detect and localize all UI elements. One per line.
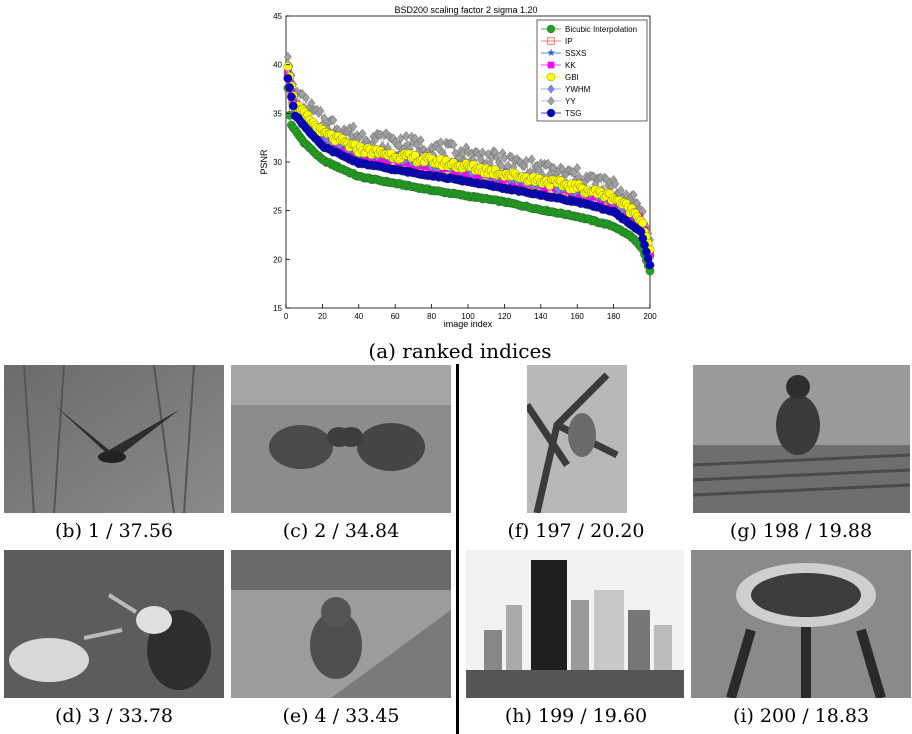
x-tick-label: 200 (643, 312, 657, 321)
x-tick-label: 40 (354, 312, 363, 321)
y-axis-label: PSNR (259, 149, 269, 175)
data-point (283, 73, 293, 83)
data-point (527, 154, 536, 165)
data-point (638, 218, 648, 228)
photo-i-mask (691, 550, 911, 698)
legend-marker (546, 24, 556, 34)
data-point (544, 158, 552, 169)
legend-marker: ★ (547, 48, 556, 59)
caption-h: (h) 199 / 19.60 (504, 705, 648, 727)
chart-legend: Bicubic Interpolation IP ★ SSXS KK GBI YWHM YY T… (536, 19, 648, 122)
data-point (478, 147, 487, 158)
data-point (507, 152, 516, 163)
caption-g: (g) 198 / 19.88 (729, 520, 873, 542)
data-point (645, 260, 655, 270)
chart-title: BSD200 scaling factor 2 sigma 1.20 (394, 5, 537, 15)
data-point (629, 189, 638, 200)
legend-label: GBI (565, 73, 579, 82)
x-tick-label: 180 (607, 312, 621, 321)
data-point (436, 137, 445, 148)
x-tick-label: 60 (391, 312, 400, 321)
x-tick-label: 100 (461, 312, 475, 321)
y-tick-label: 15 (273, 304, 282, 313)
data-point (287, 92, 296, 102)
y-tick-label: 35 (273, 109, 282, 118)
legend-marker (547, 96, 555, 106)
caption-d: (d) 3 / 33.78 (55, 705, 173, 727)
data-point (283, 51, 292, 62)
data-point (349, 121, 358, 132)
legend-label: YWHM (565, 85, 591, 94)
data-point (288, 101, 298, 111)
caption-b: (b) 1 / 37.56 (55, 520, 173, 542)
data-point (384, 158, 392, 166)
data-point (329, 115, 338, 126)
legend-marker (547, 37, 555, 45)
data-point (628, 214, 636, 222)
data-point (358, 128, 367, 139)
photo-e-bear (231, 550, 451, 698)
caption-e: (e) 4 / 33.45 (282, 705, 400, 727)
y-tick-label: 40 (273, 61, 282, 70)
x-tick-label: 80 (427, 312, 436, 321)
data-point (573, 163, 582, 174)
data-point (416, 135, 425, 146)
legend-marker (547, 61, 555, 69)
y-tick-label: 30 (273, 158, 282, 167)
data-point (283, 62, 293, 71)
legend-label: SSXS (565, 49, 586, 58)
legend-box (536, 19, 648, 122)
data-point (382, 128, 390, 139)
x-tick-label: 0 (284, 312, 289, 321)
series-tsg (283, 73, 655, 270)
data-point (285, 83, 294, 92)
data-point (302, 92, 310, 103)
y-tick-label: 45 (273, 12, 282, 21)
legend-marker (546, 72, 556, 82)
legend-label: Bicubic Interpolation (565, 25, 637, 34)
photo-h-skyline (466, 550, 684, 698)
y-tick-label: 25 (273, 207, 282, 216)
photo-d-albatrosses (4, 550, 224, 698)
photo-c-rhinos (231, 365, 451, 513)
psnr-chart: BSD200 scaling factor 2 sigma 1.20 ★★★★★… (259, 5, 657, 329)
photo-g-weaver (693, 365, 910, 513)
main-caption: (a) ranked indices (368, 339, 552, 363)
legend-label: TSG (565, 109, 581, 118)
legend-marker (546, 108, 556, 118)
x-axis-label: image index (444, 319, 493, 329)
legend-label: KK (565, 61, 576, 70)
caption-f: (f) 197 / 20.20 (507, 520, 645, 542)
data-point (316, 105, 325, 116)
legend-label: YY (565, 97, 576, 106)
caption-c: (c) 2 / 34.84 (282, 520, 400, 542)
data-point (611, 178, 620, 189)
x-tick-label: 160 (571, 312, 585, 321)
x-tick-label: 140 (534, 312, 548, 321)
photo-f-leopard-tree (527, 365, 627, 513)
panel-divider (456, 364, 459, 734)
data-point (496, 160, 505, 171)
data-point (487, 152, 496, 163)
data-point (589, 171, 598, 182)
photo-b-bird (4, 365, 224, 513)
data-point (402, 131, 410, 142)
data-point (484, 149, 492, 160)
legend-label: IP (565, 37, 573, 46)
x-tick-label: 20 (318, 312, 327, 321)
data-point (549, 162, 558, 173)
y-tick-label: 20 (273, 255, 282, 264)
series-bicubic-interpolation (283, 83, 655, 276)
x-tick-label: 120 (498, 312, 512, 321)
data-point (449, 139, 458, 150)
caption-i: (i) 200 / 18.83 (732, 705, 870, 727)
legend-marker (547, 84, 555, 94)
data-point (320, 113, 329, 124)
